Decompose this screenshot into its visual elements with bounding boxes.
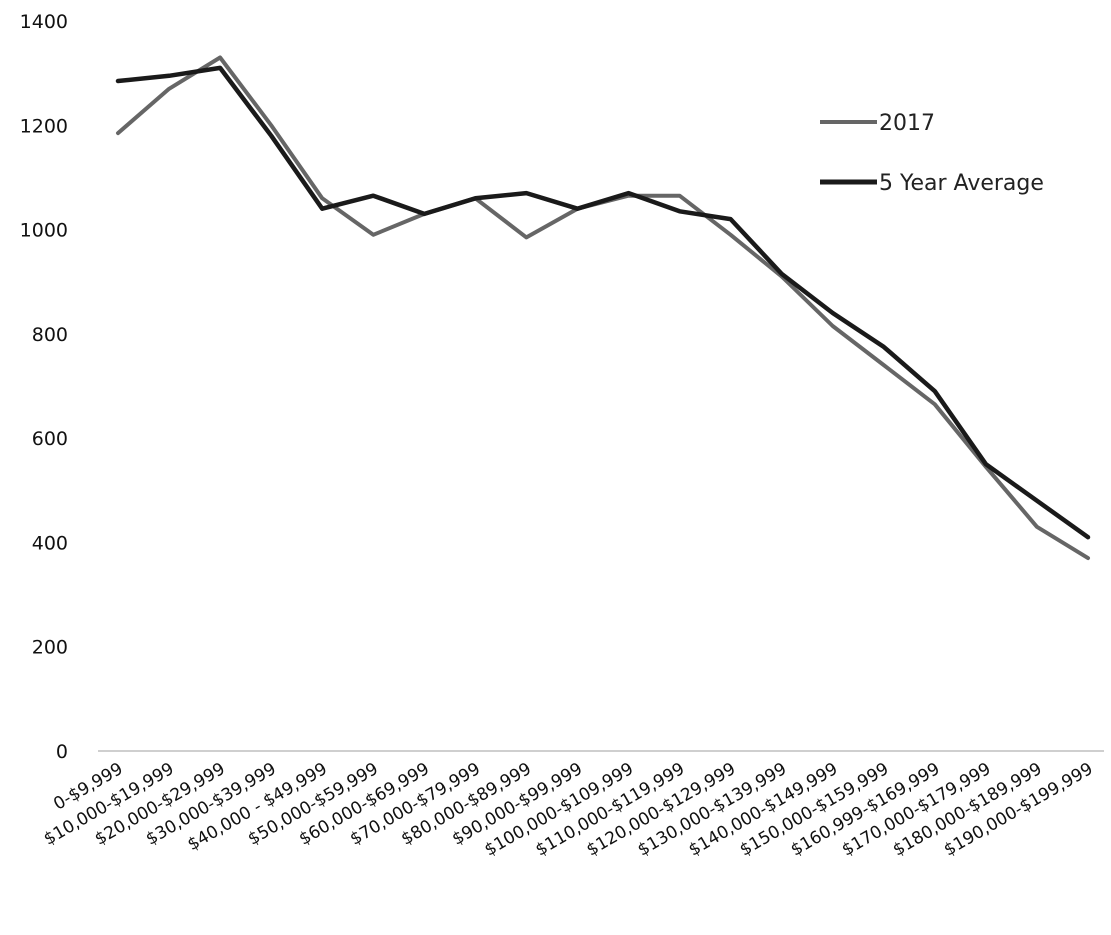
y-axis-ticks: 0 200 400 600 800 1000 1200 1400 [20,11,68,763]
legend-label: 2017 [879,111,935,136]
y-tick-label: 600 [32,428,68,450]
y-tick-label: 1000 [20,220,68,242]
y-tick-label: 0 [56,741,68,763]
y-tick-label: 400 [32,532,68,554]
series-line-2017 [116,55,1090,561]
y-tick-label: 800 [32,324,68,346]
legend: 2017 5 Year Average [820,111,1044,196]
x-axis-ticks: 0-$9,999$10,000-$19,999$20,000-$29,999$3… [40,759,1096,861]
y-tick-label: 1400 [20,11,68,33]
series-lines [115,55,1091,561]
y-tick-label: 200 [32,637,68,659]
y-tick-label: 1200 [20,115,68,137]
series-line-5-year-average [115,65,1091,540]
legend-label: 5 Year Average [879,171,1044,196]
